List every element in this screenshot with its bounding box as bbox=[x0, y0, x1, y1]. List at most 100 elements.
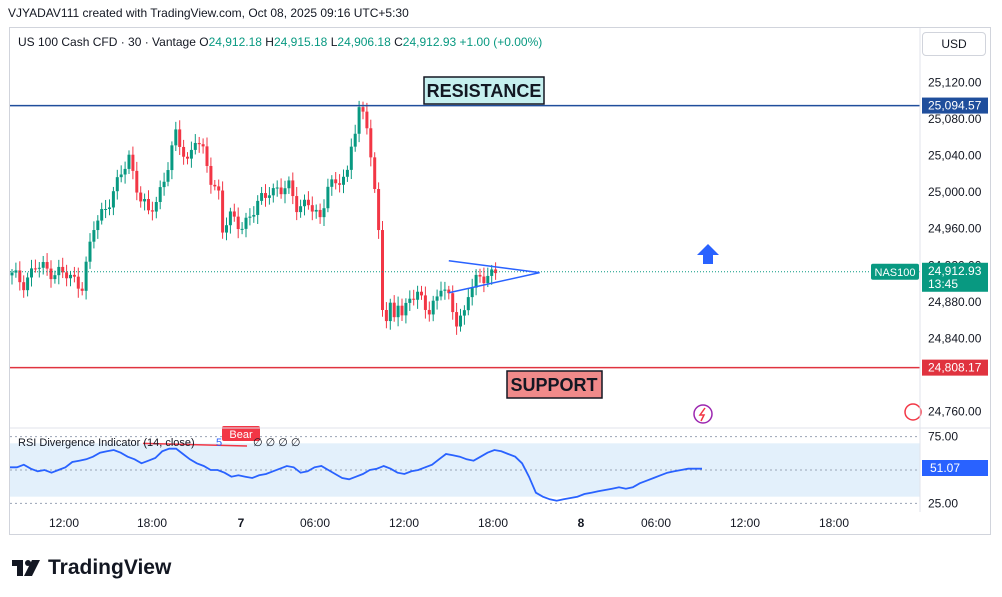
rsi-axis-tick: 75.00 bbox=[928, 430, 958, 444]
currency-selector[interactable]: USD bbox=[922, 32, 986, 56]
candle-body bbox=[264, 193, 267, 198]
rsi-divergence-line bbox=[142, 442, 248, 447]
candle-body bbox=[158, 187, 162, 203]
last-price-tag bbox=[922, 262, 988, 292]
candle-body bbox=[139, 192, 143, 202]
candle-body bbox=[455, 312, 459, 327]
candle-body bbox=[221, 190, 225, 233]
candle-body bbox=[72, 274, 76, 277]
candle-body bbox=[306, 199, 310, 206]
candle-body bbox=[30, 268, 33, 278]
candle-body bbox=[373, 157, 377, 190]
candle-body bbox=[33, 268, 37, 270]
candle-body bbox=[108, 207, 111, 209]
candle-body bbox=[100, 209, 104, 221]
candle-body bbox=[174, 129, 178, 146]
flash-icon bbox=[693, 404, 713, 424]
candle-body bbox=[384, 310, 388, 322]
candle-body bbox=[256, 200, 260, 215]
tradingview-logo[interactable]: TradingView bbox=[12, 556, 171, 580]
candle-body bbox=[353, 133, 357, 147]
time-axis-tick: 06:00 bbox=[641, 516, 671, 530]
support-label: SUPPORT bbox=[510, 375, 597, 395]
time-axis-tick: 18:00 bbox=[137, 516, 167, 530]
event-flag-icon bbox=[904, 403, 922, 421]
candle-body bbox=[396, 305, 400, 318]
candle-body bbox=[439, 290, 443, 297]
candle-body bbox=[420, 291, 423, 296]
bear-label: Bear bbox=[229, 429, 253, 441]
candle-body bbox=[392, 302, 396, 318]
candle-body bbox=[431, 300, 435, 315]
candle-body bbox=[53, 275, 57, 280]
candle-body bbox=[111, 191, 115, 208]
candle-body bbox=[260, 193, 264, 201]
candle-body bbox=[330, 179, 334, 187]
candle-body bbox=[197, 142, 201, 145]
candle-body bbox=[205, 146, 209, 166]
time-axis-tick: 18:00 bbox=[819, 516, 849, 530]
candle-body bbox=[490, 269, 494, 276]
candle-body bbox=[248, 216, 252, 218]
change-value: +1.00 (+0.00%) bbox=[459, 35, 543, 49]
price-axis-tick: 24,960.00 bbox=[928, 222, 982, 236]
symbol-header[interactable]: US 100 Cash CFD · 30 · Vantage O24,912.1… bbox=[18, 35, 542, 49]
price-chart[interactable]: 25,120.00 25,080.00 25,040.00 25,000.00 24,9… bbox=[0, 0, 1002, 540]
candle-body bbox=[96, 220, 100, 231]
candle-body bbox=[408, 298, 412, 303]
candle-body bbox=[236, 216, 240, 230]
candle-body bbox=[57, 266, 61, 276]
candle-body bbox=[162, 181, 166, 188]
candle-body bbox=[357, 107, 361, 134]
candle-body bbox=[92, 230, 96, 242]
rsi-line bbox=[10, 447, 702, 502]
candle-body bbox=[377, 189, 381, 231]
candle-body bbox=[14, 270, 18, 273]
rsi-series bbox=[10, 447, 702, 502]
candle-body bbox=[209, 165, 213, 185]
candle-body bbox=[423, 295, 427, 310]
candle-body bbox=[427, 309, 431, 315]
candle-body bbox=[127, 154, 131, 169]
resistance-price-tag bbox=[922, 97, 988, 114]
candle-body bbox=[462, 310, 466, 316]
candle-body bbox=[295, 196, 299, 213]
low-label: L bbox=[330, 35, 338, 49]
candle-body bbox=[303, 199, 306, 207]
candle-body bbox=[26, 277, 30, 291]
candle-body bbox=[135, 170, 139, 193]
candle-body bbox=[182, 146, 186, 157]
tradingview-wordmark: TradingView bbox=[48, 556, 172, 579]
time-axis-tick: 7 bbox=[238, 516, 245, 530]
candle-body bbox=[84, 261, 88, 291]
symbol-tag-label: NAS100 bbox=[875, 267, 916, 279]
candle-body bbox=[41, 262, 45, 268]
candle-body bbox=[470, 287, 474, 298]
candle-body bbox=[228, 211, 232, 226]
candle-body bbox=[252, 214, 256, 217]
symbol-tag bbox=[871, 263, 919, 280]
candle-body bbox=[240, 228, 244, 230]
candle-body bbox=[201, 144, 205, 147]
candle-body bbox=[345, 169, 349, 177]
candle-body bbox=[119, 174, 123, 178]
candle-body bbox=[318, 209, 322, 218]
candle-body bbox=[322, 208, 326, 218]
rsi-legend-title: RSI Divergence Indicator (14, close) bbox=[18, 437, 195, 449]
time-axis-tick: 8 bbox=[578, 516, 585, 530]
candle-body bbox=[482, 276, 486, 284]
price-axis-tick: 25,120.00 bbox=[928, 75, 982, 89]
time-axis-tick: 12:00 bbox=[730, 516, 760, 530]
candle-body bbox=[166, 170, 170, 182]
candle-body bbox=[447, 289, 451, 294]
candle-body bbox=[466, 297, 470, 311]
candle-body bbox=[267, 195, 271, 198]
candle-body bbox=[143, 199, 147, 202]
rsi-current-value: 51.07 bbox=[930, 461, 960, 475]
candle-body bbox=[232, 211, 236, 217]
rsi-current-tag bbox=[922, 460, 988, 476]
candle-body bbox=[416, 291, 420, 300]
candle-body bbox=[310, 205, 314, 212]
bear-label-box bbox=[222, 426, 260, 441]
candle-body bbox=[65, 272, 69, 279]
